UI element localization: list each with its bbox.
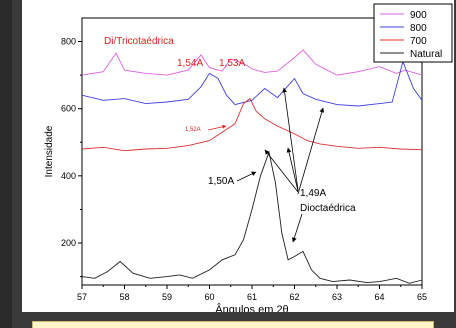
arrow-dioctaedrica bbox=[292, 213, 303, 243]
x-tick-label: 64 bbox=[374, 292, 384, 302]
arrow-149a-800 bbox=[297, 107, 325, 195]
arrow-149a-700b bbox=[264, 149, 299, 193]
arrow-152a bbox=[207, 124, 227, 131]
annotation-dioctaedrica: Dioctaédrica bbox=[300, 203, 356, 214]
x-tick-label: 59 bbox=[162, 292, 172, 302]
y-tick-label: 800 bbox=[61, 37, 76, 47]
x-tick-label: 58 bbox=[119, 292, 129, 302]
legend-label: 800 bbox=[410, 23, 427, 34]
y-tick-label: 200 bbox=[61, 238, 76, 248]
y-axis-label: Intensidade bbox=[44, 125, 55, 177]
series-line-natural bbox=[81, 150, 423, 284]
x-tick-label: 61 bbox=[247, 292, 257, 302]
annotation-di-tricotaedrica: Di/Tricotaédrica bbox=[104, 36, 174, 47]
legend-label: 700 bbox=[410, 36, 427, 47]
figure-panel: 57 58 59 60 61 62 63 64 65 200 400 600 800 Ângulos em… bbox=[22, 0, 454, 312]
arrow-149a-700 bbox=[286, 147, 299, 192]
arrow-150a bbox=[236, 171, 257, 182]
legend-label: Natural bbox=[410, 49, 442, 60]
y-tick-label: 400 bbox=[61, 171, 76, 181]
series-line-700 bbox=[81, 97, 423, 152]
plot-frame bbox=[81, 17, 423, 286]
annotation-154a: 1,54A bbox=[177, 58, 203, 69]
x-tick-label: 60 bbox=[204, 292, 214, 302]
annotation-153a: 1,53A bbox=[219, 58, 245, 69]
arrow-149a-900 bbox=[282, 87, 299, 191]
x-tick-label: 63 bbox=[332, 292, 342, 302]
slide-side-stripe bbox=[0, 0, 12, 328]
xrd-line-chart: 57 58 59 60 61 62 63 64 65 200 400 600 800 Ângulos em… bbox=[44, 3, 453, 312]
annotation-152a: 1,52A bbox=[185, 127, 201, 133]
x-tick-label: 65 bbox=[417, 292, 427, 302]
caption-box bbox=[32, 321, 434, 328]
legend-label: 900 bbox=[410, 10, 427, 21]
x-tick-label: 57 bbox=[77, 292, 87, 302]
annotation-149a: 1,49A bbox=[300, 188, 326, 199]
x-axis-label: Ângulos em 2θ bbox=[215, 303, 288, 312]
series-line-800 bbox=[81, 60, 423, 107]
series-line-900 bbox=[81, 49, 423, 76]
y-tick-label: 600 bbox=[61, 104, 76, 114]
annotation-150a: 1,50A bbox=[208, 176, 234, 187]
x-tick-label: 62 bbox=[289, 292, 299, 302]
